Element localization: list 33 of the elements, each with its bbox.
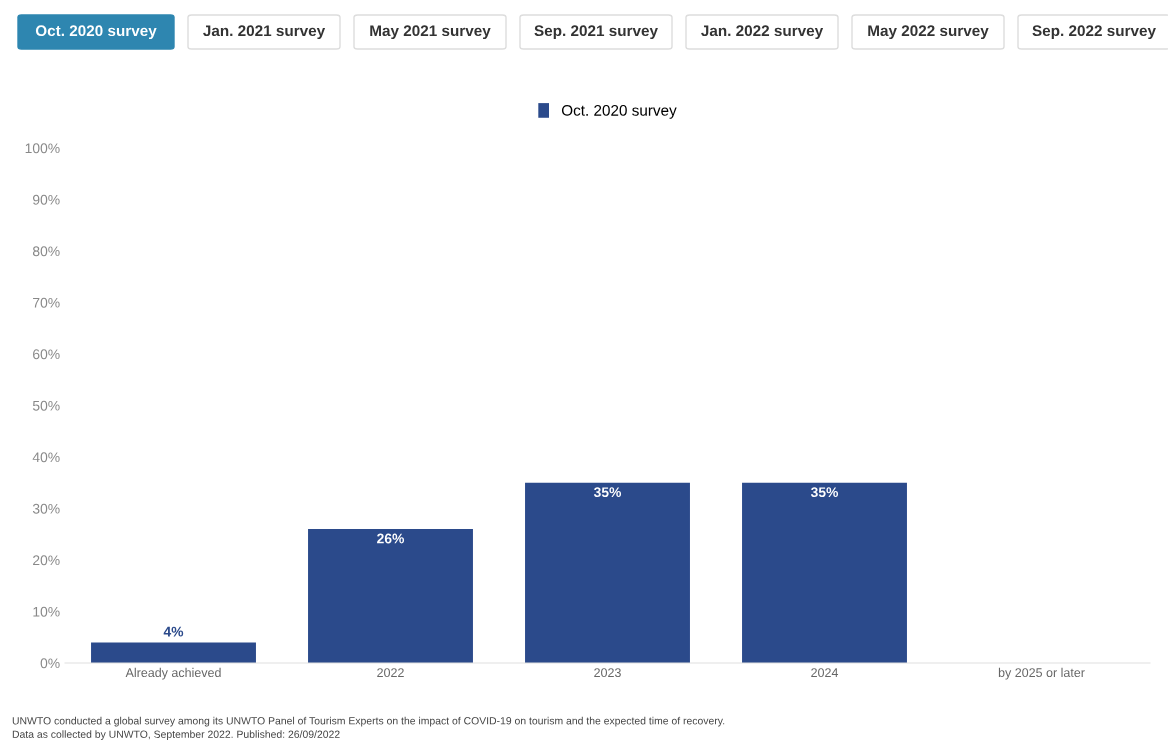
text: May 2021 survey: [370, 25, 491, 40]
y-tick-label: 60%: [33, 349, 60, 360]
bar: [742, 482, 907, 663]
text: May 2022 survey: [868, 25, 989, 40]
text: 35%: [810, 487, 839, 498]
y-tick-label: 40%: [32, 452, 60, 463]
y-tick-label: 50%: [32, 400, 60, 411]
text: 4%: [163, 626, 184, 637]
y-tick-label: 70%: [33, 297, 60, 308]
y-tick-label: 30%: [32, 503, 60, 514]
y-tick-label: 100%: [25, 143, 60, 154]
x-tick-label: Already achieved: [125, 667, 221, 680]
text: Sep. 2021 survey: [534, 25, 658, 40]
text: Oct. 2020 survey: [35, 25, 157, 40]
bar: [91, 642, 256, 663]
text: 26%: [377, 533, 405, 544]
text: UNWTO conducted a global survey among its UNWTO Panel of Tourism Experts on the impact of COVID-19 on tourism and the expected time of recovery. Data as collected by UNWTO, September 2022. Published: 26/09/2022: [12, 716, 725, 740]
y-tick-label: 20%: [33, 555, 60, 566]
text: 35%: [593, 487, 622, 498]
y-tick-label: 90%: [32, 194, 60, 205]
bar: [308, 529, 473, 663]
y-tick-label: 0%: [40, 658, 60, 669]
x-tick-label: 2024: [811, 668, 839, 678]
text: Sep. 2022 survey: [1032, 25, 1156, 40]
x-tick-label: 2022: [377, 668, 404, 678]
legend-label: Oct. 2020 survey: [561, 104, 677, 119]
y-tick-label: 10%: [33, 606, 60, 617]
x-tick-label: by 2025 or later: [998, 667, 1085, 680]
x-tick-label: 2023: [594, 668, 621, 678]
text: Jan. 2022 survey: [701, 25, 824, 40]
text: Jan. 2021 survey: [203, 25, 326, 40]
bar: [525, 482, 690, 663]
y-tick-label: 80%: [32, 246, 60, 257]
